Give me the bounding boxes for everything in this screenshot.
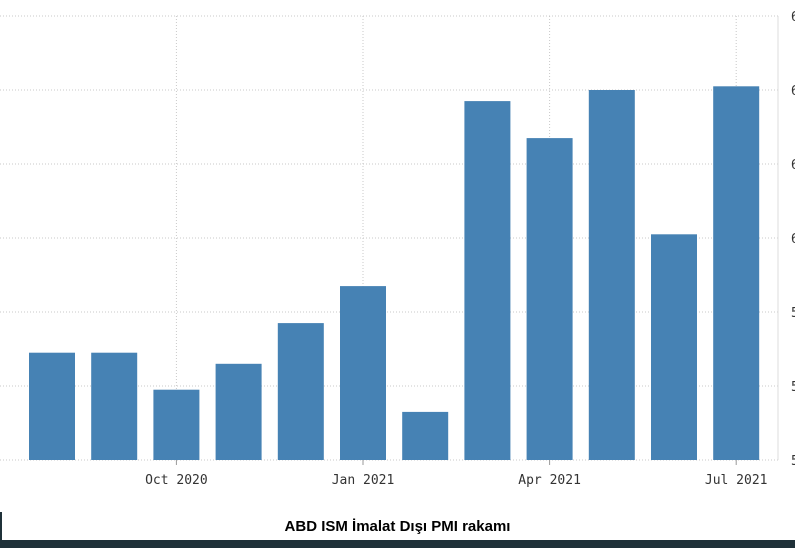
chart-caption: ABD ISM İmalat Dışı PMI rakamı [284,518,511,535]
frame-edge [0,512,2,540]
bar-may-2021[interactable] [588,90,635,460]
x-axis-tick-labels: Oct 2020 Jan 2021 Apr 2021 Jul 2021 [145,473,767,488]
bar-apr-2021[interactable] [526,138,573,460]
y-tick-label: 6 [791,84,795,99]
bar-nov-2020[interactable] [215,363,262,460]
y-tick-label: 5 [791,454,795,469]
bar-jan-2021[interactable] [340,286,386,460]
x-tick-label: Oct 2020 [145,473,208,488]
y-tick-label: 5 [791,380,795,395]
bar-jun-2021[interactable] [651,234,697,460]
y-tick-label: 6 [791,232,795,247]
y-tick-label: 5 [791,306,795,321]
y-axis-tick-labels: 5 5 5 6 6 6 6 [791,10,795,469]
bar-dec-2020[interactable] [277,323,324,460]
bar-mar-2021[interactable] [464,101,511,460]
bar-feb-2021[interactable] [402,411,449,460]
bar-jul-2021[interactable] [713,86,760,461]
x-tick-label: Apr 2021 [518,473,581,488]
x-tick-label: Jan 2021 [332,473,395,488]
bar-sep-2020[interactable] [91,352,138,460]
y-tick-label: 6 [791,158,795,173]
bottom-band [0,540,795,548]
x-tick-label: Jul 2021 [705,473,768,488]
bar-oct-2020[interactable] [153,389,200,460]
bars [29,86,760,461]
bar-aug-2020[interactable] [29,352,75,460]
y-tick-label: 6 [791,10,795,25]
